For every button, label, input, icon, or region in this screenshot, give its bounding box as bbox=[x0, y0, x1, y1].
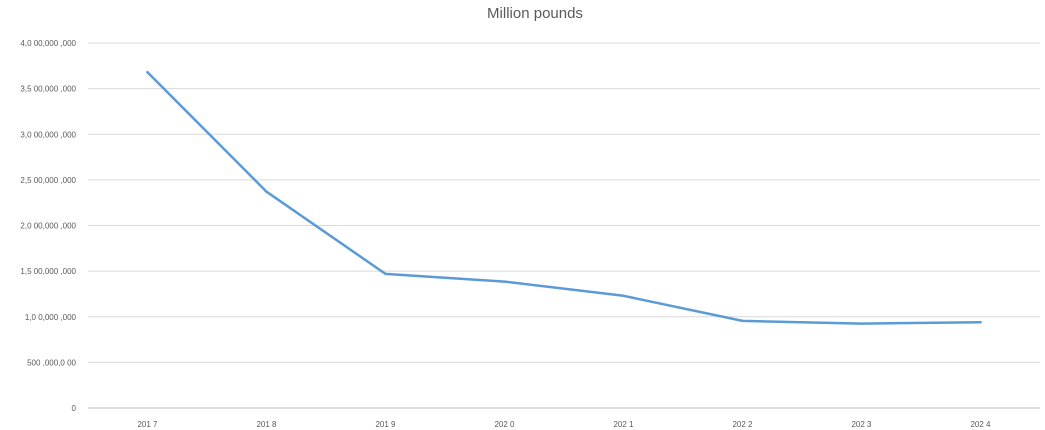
y-tick-label: 3,5 00,000 ,000 bbox=[20, 85, 76, 94]
data-point bbox=[979, 321, 982, 324]
data-point bbox=[146, 71, 149, 74]
x-axis-tick-labels: 201 7 201 8 201 9 202 0 202 1 202 2 202 3 202 4 bbox=[137, 420, 991, 429]
series-line bbox=[146, 70, 982, 325]
y-tick-label: 1,0 0,000 ,000 bbox=[25, 313, 77, 322]
x-tick-label: 201 9 bbox=[375, 420, 396, 429]
y-tick-label: 2,0 00,000 ,000 bbox=[20, 222, 76, 231]
y-tick-label: 2,5 00,000 ,000 bbox=[20, 176, 76, 185]
data-point bbox=[503, 280, 506, 283]
grid-lines bbox=[88, 42, 1040, 409]
x-tick-label: 202 1 bbox=[613, 420, 634, 429]
data-point bbox=[860, 322, 863, 325]
x-tick-label: 201 8 bbox=[256, 420, 277, 429]
y-axis-tick-labels: 0 500 ,000,0 00 1,0 0,000 ,000 1,5 00,000 ,… bbox=[20, 39, 76, 413]
x-tick-label: 202 2 bbox=[732, 420, 753, 429]
data-point bbox=[265, 190, 268, 193]
x-tick-label: 202 4 bbox=[970, 420, 991, 429]
y-tick-label: 500 ,000,0 00 bbox=[27, 358, 76, 367]
data-point bbox=[384, 272, 387, 276]
chart-title: Million pounds bbox=[487, 5, 583, 22]
y-tick-label: 0 bbox=[72, 404, 77, 413]
data-point bbox=[741, 319, 744, 323]
y-tick-label: 3,0 00,000 ,000 bbox=[20, 130, 76, 139]
y-tick-label: 1,5 00,000 ,000 bbox=[20, 267, 76, 276]
series-layer bbox=[146, 70, 982, 325]
x-tick-label: 202 3 bbox=[851, 420, 872, 429]
x-tick-label: 201 7 bbox=[137, 420, 158, 429]
x-tick-label: 202 0 bbox=[494, 420, 515, 429]
data-point bbox=[622, 294, 625, 297]
y-tick-label: 4,0 00,000 ,000 bbox=[20, 39, 76, 48]
